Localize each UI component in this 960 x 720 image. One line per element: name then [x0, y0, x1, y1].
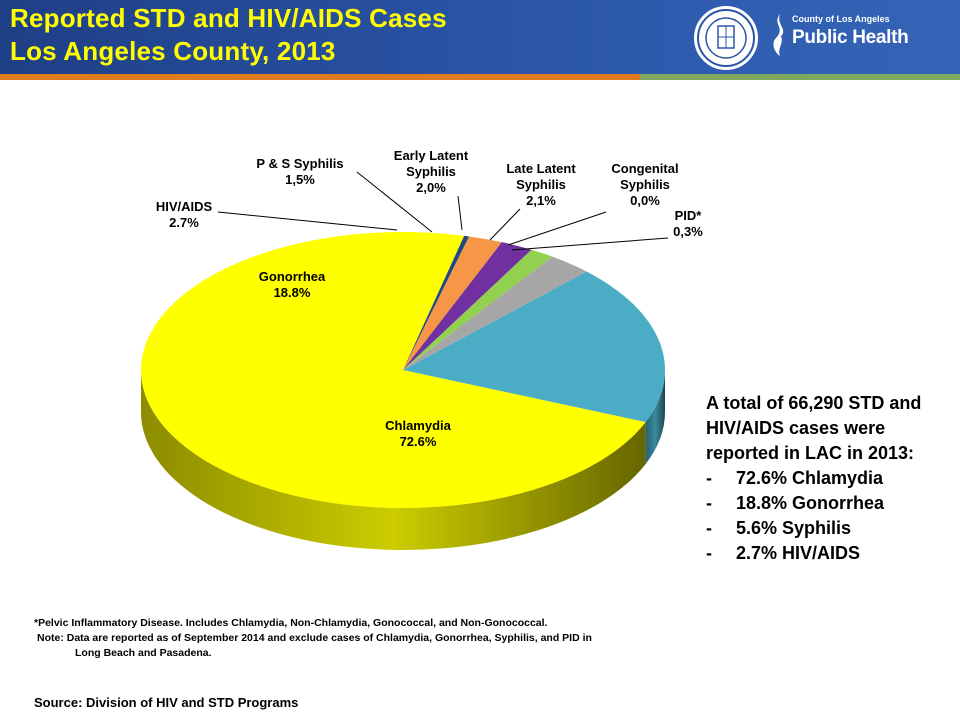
flame-icon: [773, 14, 784, 56]
leader-line-p-s-syphilis: [356, 171, 433, 233]
summary-item: 72.6% Chlamydia: [706, 466, 956, 491]
data-label-late-latent-syphilis: Late Latent Syphilis 2,1%: [506, 161, 576, 208]
summary-item: 18.8% Gonorrhea: [706, 491, 956, 516]
pie-slice-pid: [403, 235, 469, 370]
title-bar: Reported STD and HIV/AIDS Cases Los Ange…: [0, 0, 960, 74]
slide-title-line-2: Los Angeles County, 2013: [10, 36, 336, 66]
pie-slice-p-s-syphilis: [403, 249, 553, 370]
summary-item: 5.6% Syphilis: [706, 516, 956, 541]
pie-slice-chlamydia: [141, 232, 646, 509]
pie-chart: Chlamydia 72.6% Gonorrhea 18.8% HIV/AIDS 2.7%…: [141, 148, 703, 551]
pie-side-gonorrhea: [645, 370, 665, 465]
leader-line-late-latent-syphilis: [489, 208, 521, 241]
leader-line-hiv-aids: [217, 211, 398, 231]
header-stripe-green: [640, 74, 960, 80]
public-health-logo-county-text: County of Los Angeles: [792, 14, 890, 24]
public-health-logo: County of Los Angeles Public Health: [768, 10, 918, 60]
summary-list: 72.6% Chlamydia 18.8% Gonorrhea 5.6% Syp…: [706, 466, 956, 566]
data-label-congenital-syphilis: Congenital Syphilis 0,0%: [611, 161, 678, 208]
data-label-p-s-syphilis: P & S Syphilis 1,5%: [256, 156, 343, 187]
data-label-early-latent-syphilis: Early Latent Syphilis 2,0%: [394, 148, 469, 195]
summary-intro: A total of 66,290 STD and HIV/AIDS cases…: [706, 393, 922, 463]
leader-line-congenital-syphilis: [507, 211, 607, 246]
data-label-pid: PID* 0,3%: [673, 208, 703, 239]
data-label-gonorrhea: Gonorrhea 18.8%: [259, 269, 326, 300]
pie-slice-hiv-aids: [403, 256, 587, 370]
header-stripe-orange: [0, 74, 640, 80]
pie-side-chlamydia: [141, 370, 646, 551]
pie-slice-gonorrhea: [403, 271, 665, 423]
public-health-logo-text: Public Health: [792, 27, 909, 48]
data-label-hiv-aids: HIV/AIDS 2.7%: [156, 199, 213, 230]
data-note: Note: Data are reported as of September …: [37, 632, 592, 644]
data-note-continued: Long Beach and Pasadena.: [75, 647, 212, 659]
pid-footnote: *Pelvic Inflammatory Disease. Includes C…: [34, 617, 548, 629]
data-label-chlamydia: Chlamydia 72.6%: [385, 418, 452, 449]
source-note: Source: Division of HIV and STD Programs: [34, 695, 299, 710]
pie-slice-late-latent-syphilis: [403, 236, 502, 370]
summary-box: A total of 66,290 STD and HIV/AIDS cases…: [706, 391, 956, 566]
leader-line-pid: [511, 237, 669, 251]
slide-title-line-1: Reported STD and HIV/AIDS Cases: [10, 3, 447, 33]
leader-line-early-latent-syphilis: [457, 195, 463, 231]
pie-slice-early-latent-syphilis: [403, 242, 532, 370]
summary-item: 2.7% HIV/AIDS: [706, 541, 956, 566]
county-seal-logo: [694, 6, 758, 70]
